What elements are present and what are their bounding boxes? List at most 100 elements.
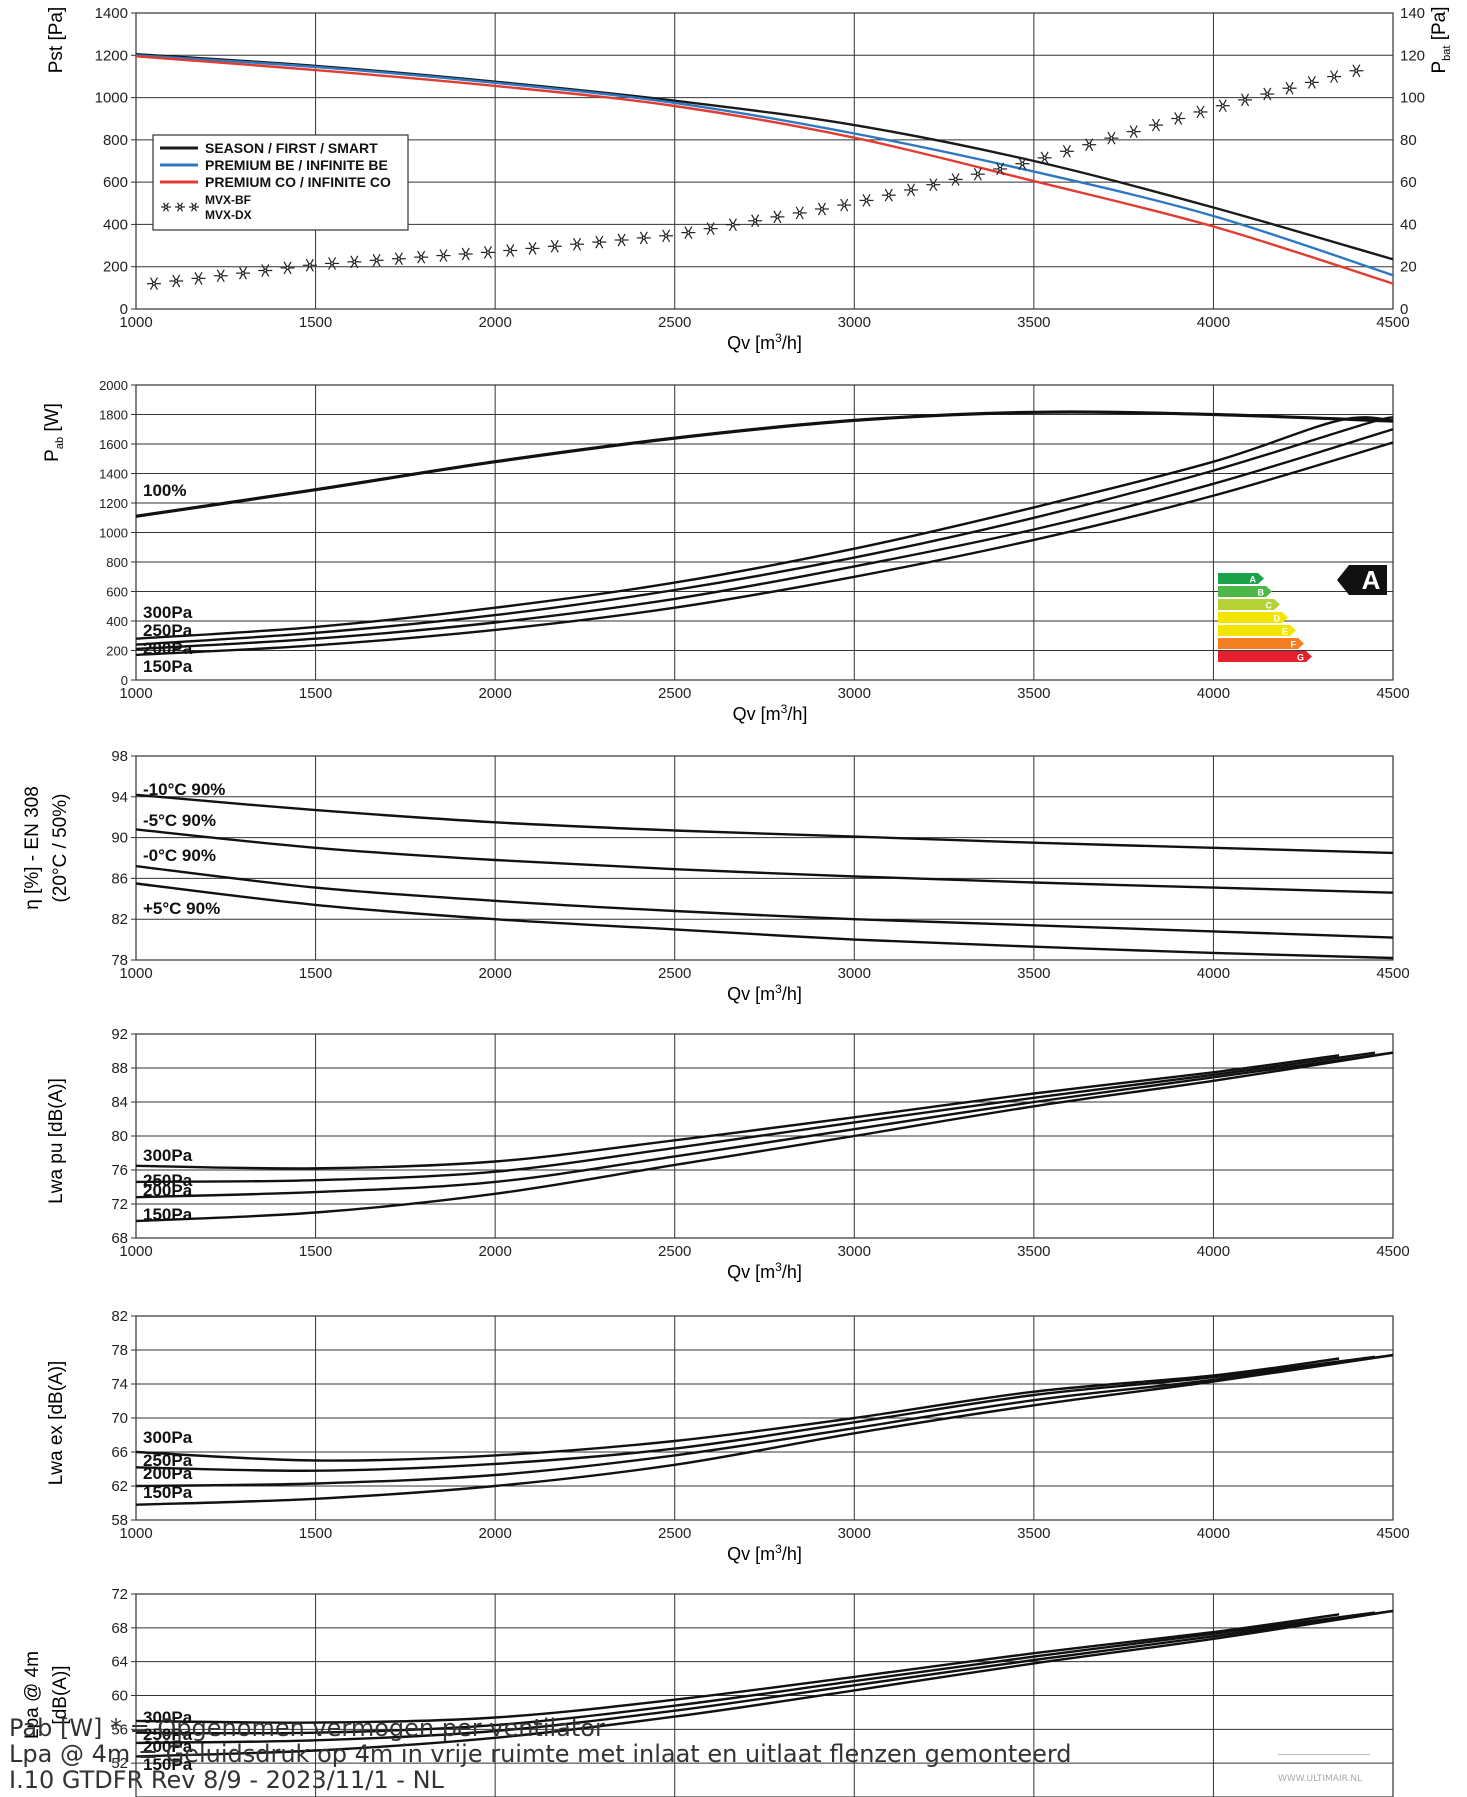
y-right-tick-label: 20 — [1400, 259, 1417, 276]
energy-rating-arrow — [1337, 565, 1387, 595]
y-tick-label: 0 — [120, 301, 128, 318]
y-tick-label: 200 — [106, 644, 128, 659]
snowflake-marker — [1238, 93, 1253, 107]
y-axis-label-2: [dB(A)] — [50, 1665, 71, 1724]
series-line — [136, 1609, 1393, 1758]
legend-entry-label: SEASON / FIRST / SMART — [205, 140, 378, 156]
y-tick-label: 62 — [111, 1478, 128, 1495]
chart-lwa-pu: 68 72 76 80 84 88 92 1000 1500 2000 2500 3000 3500 40… — [46, 1026, 1410, 1282]
x-tick-label: 1500 — [299, 1243, 332, 1260]
energy-class-bar — [1218, 599, 1280, 610]
y-tick-label: 2000 — [99, 378, 128, 393]
chart-power: 0 200 400 600 800 1000 1200 1400 1600 1800 2000 100… — [42, 378, 1410, 724]
x-tick-label: 4000 — [1197, 1243, 1230, 1260]
energy-class-bar — [1218, 625, 1296, 636]
snowflake-marker — [1059, 144, 1074, 158]
y-tick-label: 60 — [111, 1688, 128, 1705]
series-line — [136, 1609, 1393, 1745]
x-tick-label: 3000 — [838, 685, 871, 702]
series-line — [136, 428, 1393, 651]
y-tick-label: 52 — [111, 1755, 128, 1772]
y-right-tick-label: 80 — [1400, 132, 1417, 149]
legend-entry-label: PREMIUM CO / INFINITE CO — [205, 174, 391, 190]
y-tick-label: 56 — [111, 1721, 128, 1738]
curve-label: 300Pa — [143, 1708, 193, 1727]
energy-class-bar — [1218, 586, 1272, 597]
y-tick-label: 70 — [111, 1410, 128, 1427]
energy-class-letter: B — [1258, 588, 1265, 598]
series-line — [136, 54, 1393, 277]
y-tick-label: 68 — [111, 1620, 128, 1637]
x-axis-label: Qv [m3/h] — [733, 702, 808, 724]
footer-note-pab: Pab [W] * = Opgenomen vermogen per venti… — [9, 1714, 605, 1742]
series-line — [136, 1051, 1376, 1184]
series-line — [136, 1051, 1393, 1199]
energy-class-letter: E — [1282, 627, 1288, 637]
y-axis-label: Lpa @ 4m — [22, 1651, 43, 1739]
snowflake-marker — [770, 210, 785, 224]
series-power — [136, 410, 1393, 657]
x-tick-label: 1000 — [119, 1525, 152, 1542]
y-tick-label: 600 — [106, 585, 128, 600]
snowflake-marker — [1304, 76, 1319, 89]
snowflake-marker — [280, 261, 295, 275]
y-tick-label: 78 — [111, 1342, 128, 1359]
x-axis-label: Qv [m3/h] — [727, 331, 802, 353]
series-line — [136, 55, 1393, 285]
x-tick-label: 4000 — [1197, 685, 1230, 702]
snowflake-marker — [748, 214, 763, 228]
y-tick-label: 1400 — [99, 467, 128, 482]
snowflake-marker — [1327, 70, 1342, 83]
x-axis-label: Qv [m3/h] — [727, 1260, 802, 1282]
y-tick-label: 1400 — [95, 5, 128, 22]
x-tick-label: 3000 — [838, 314, 871, 331]
series-line — [136, 1355, 1376, 1472]
series-line — [136, 1353, 1393, 1506]
plot-frame — [135, 12, 1394, 310]
snowflake-marker — [592, 235, 607, 249]
x-tick-label: 3500 — [1017, 1525, 1050, 1542]
snowflake-marker — [1215, 99, 1230, 113]
snowflake-marker — [1148, 118, 1163, 132]
energy-class-letter: C — [1266, 601, 1273, 611]
curve-label: 250Pa — [143, 1451, 193, 1470]
curve-label: -5°C 90% — [143, 811, 216, 830]
y-tick-label: 66 — [111, 1444, 128, 1461]
x-tick-label: 4000 — [1197, 1525, 1230, 1542]
y-axis-label: η [%] - EN 308 — [22, 786, 43, 910]
legend-snowflake-icon — [189, 202, 199, 212]
x-axis-label: Qv [m3/h] — [727, 982, 802, 1004]
x-tick-label: 1500 — [299, 965, 332, 982]
y-tick-label: 400 — [103, 216, 128, 233]
curve-label: -10°C 90% — [143, 780, 225, 799]
snowflake-marker — [325, 257, 340, 270]
y-axis-label: Pst [Pa] — [46, 7, 67, 74]
snowflake-marker — [1282, 81, 1297, 95]
snowflake-marker — [570, 237, 585, 251]
footer-doc-ref: I.10 GTDFR Rev 8/9 - 2023/11/1 - NL — [9, 1766, 444, 1794]
x-tick-label: 4500 — [1376, 1243, 1409, 1260]
legend-snowflake-icon — [161, 202, 171, 212]
curve-label: 300Pa — [143, 603, 193, 622]
energy-rating-letter: A — [1362, 565, 1381, 595]
y-tick-label: 86 — [111, 870, 128, 887]
curve-label: +5°C 90% — [143, 899, 220, 918]
series-line — [136, 441, 1393, 657]
legend-entry-label: PREMIUM BE / INFINITE BE — [205, 157, 388, 173]
x-tick-label: 1000 — [119, 1243, 152, 1260]
snowflake-marker — [703, 222, 718, 236]
snowflake-marker — [904, 183, 919, 197]
snowflake-marker — [236, 266, 251, 280]
grid-efficiency — [136, 756, 1393, 960]
snowflake-marker — [926, 178, 941, 192]
x-tick-label: 1500 — [299, 1525, 332, 1542]
y-tick-label: 58 — [111, 1512, 128, 1529]
snowflake-marker — [458, 247, 473, 261]
curve-label: 150Pa — [143, 1755, 193, 1774]
curve-label: 200Pa — [143, 1181, 193, 1200]
x-tick-label: 4500 — [1376, 1525, 1409, 1542]
y-tick-label: 72 — [111, 1196, 128, 1213]
y-right-tick-label: 140 — [1400, 5, 1425, 22]
